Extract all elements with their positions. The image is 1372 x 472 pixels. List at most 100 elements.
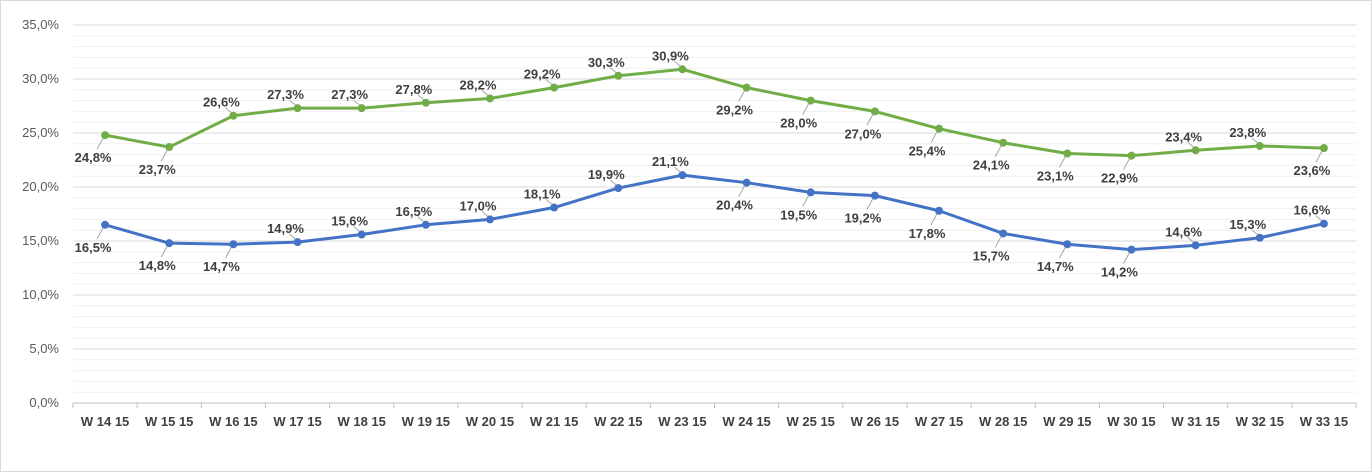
data-label: 19,5%	[780, 207, 817, 222]
data-labels: 24,8% 23,7% 26,6% 27,3% 27,3% 27,8% 28,2% 29,2%…	[75, 48, 1331, 279]
data-label: 29,2%	[716, 103, 753, 118]
data-point	[550, 83, 559, 92]
leader-line	[930, 131, 938, 143]
data-label: 24,8%	[75, 150, 112, 165]
data-label: 15,6%	[331, 214, 368, 229]
data-point	[1063, 240, 1072, 249]
x-tick-label: W 16 15	[209, 414, 257, 429]
leader-line	[866, 198, 874, 210]
leader-line	[96, 137, 104, 150]
x-tick-label: W 21 15	[530, 414, 578, 429]
leader-line	[160, 149, 168, 162]
data-label: 30,9%	[652, 48, 689, 63]
gridlines	[73, 24, 1356, 404]
leader-line	[930, 213, 938, 225]
x-tick-label: W 22 15	[594, 414, 642, 429]
data-label: 16,5%	[75, 240, 112, 255]
data-point	[614, 71, 623, 80]
y-tick-label: 30,0%	[22, 71, 59, 86]
leader-line	[802, 195, 810, 207]
leader-line	[1123, 252, 1130, 264]
data-label: 20,4%	[716, 198, 753, 213]
data-point	[1127, 245, 1136, 254]
data-label: 14,7%	[1037, 259, 1074, 274]
data-label: 17,0%	[460, 198, 497, 213]
x-tick-label: W 19 15	[402, 414, 450, 429]
x-tick-label: W 29 15	[1043, 414, 1091, 429]
data-point	[165, 143, 174, 152]
x-tick-label: W 23 15	[658, 414, 706, 429]
data-point	[1255, 141, 1264, 150]
x-tick-label: W 32 15	[1236, 414, 1284, 429]
data-point	[165, 239, 174, 248]
x-tick-label: W 33 15	[1300, 414, 1348, 429]
x-tick-label: W 24 15	[722, 414, 770, 429]
data-label: 15,7%	[973, 248, 1010, 263]
series-line	[103, 173, 1326, 252]
data-point	[806, 96, 815, 105]
series	[101, 65, 1328, 254]
data-point	[614, 184, 623, 193]
data-label: 30,3%	[588, 55, 625, 70]
leader-line	[481, 211, 489, 217]
data-label: 23,1%	[1037, 169, 1074, 184]
data-point	[1063, 149, 1072, 158]
data-label: 21,1%	[652, 154, 689, 169]
data-label: 19,9%	[588, 167, 625, 182]
leader-line	[1315, 150, 1323, 163]
leader-line	[1058, 156, 1066, 168]
leader-line	[225, 107, 232, 114]
data-point	[999, 138, 1008, 147]
leader-line	[1315, 215, 1323, 222]
data-point	[935, 124, 944, 133]
data-point	[935, 206, 944, 215]
data-label: 27,3%	[331, 87, 368, 102]
leader-line	[353, 99, 360, 106]
data-label: 23,4%	[1165, 129, 1202, 144]
data-point	[742, 83, 751, 92]
axes: 0,0% 5,0% 10,0% 15,0% 20,0% 25,0% 30,0% 35,0% W …	[22, 17, 1357, 429]
data-label: 16,6%	[1293, 203, 1330, 218]
data-label: 23,6%	[1293, 163, 1330, 178]
leader-line	[738, 90, 746, 102]
data-point	[421, 220, 430, 229]
data-label: 28,0%	[780, 116, 817, 131]
data-point	[742, 178, 751, 187]
data-point	[101, 131, 110, 140]
y-tick-label: 25,0%	[22, 125, 59, 140]
data-point	[870, 191, 879, 200]
leader-line	[674, 60, 681, 67]
leader-line	[417, 94, 425, 101]
y-tick-label: 0,0%	[29, 395, 59, 410]
y-tick-label: 15,0%	[22, 233, 59, 248]
data-label: 18,1%	[524, 187, 561, 202]
data-point	[550, 203, 559, 212]
data-label: 19,2%	[844, 211, 881, 226]
leader-line	[545, 79, 553, 86]
data-point	[229, 240, 238, 249]
leader-line	[1187, 141, 1194, 148]
data-point	[485, 94, 494, 103]
leader-line	[289, 99, 296, 106]
data-label: 29,2%	[524, 67, 561, 82]
leader-line	[1251, 229, 1259, 236]
data-label: 23,8%	[1229, 125, 1266, 140]
data-point	[678, 65, 687, 74]
leader-line	[994, 236, 1002, 248]
x-tick-label: W 14 15	[81, 414, 129, 429]
data-point	[357, 104, 366, 113]
data-label: 27,3%	[267, 87, 304, 102]
leader-line	[609, 67, 617, 74]
leader-line	[224, 247, 232, 259]
y-tick-label: 10,0%	[22, 287, 59, 302]
leader-line	[866, 114, 874, 126]
y-tick-label: 20,0%	[22, 179, 59, 194]
leader-line	[674, 166, 681, 173]
y-tick-label: 35,0%	[22, 17, 59, 32]
leader-line	[1058, 247, 1066, 259]
data-label: 16,5%	[395, 204, 432, 219]
data-label: 14,8%	[139, 258, 176, 273]
x-tick-label: W 28 15	[979, 414, 1027, 429]
x-tick-label: W 26 15	[851, 414, 899, 429]
